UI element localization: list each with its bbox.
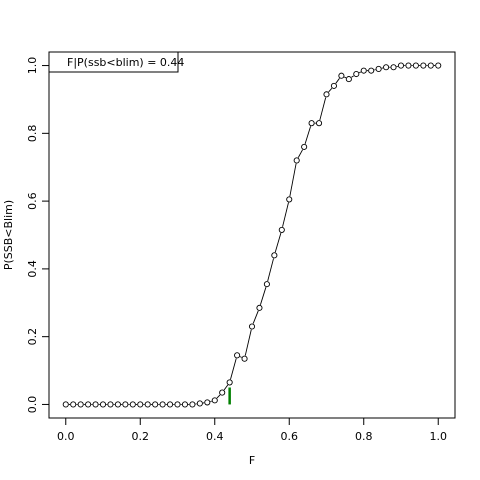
data-point bbox=[293, 157, 300, 164]
data-point bbox=[263, 281, 270, 288]
data-point bbox=[92, 401, 99, 408]
series bbox=[62, 62, 442, 408]
series-line-segment bbox=[335, 78, 340, 84]
data-point bbox=[256, 304, 263, 311]
series-line-segment bbox=[239, 356, 242, 358]
series-line-segment bbox=[351, 75, 354, 78]
legend-text: F|P(ssb<blim) = 0.44 bbox=[67, 56, 184, 69]
data-point bbox=[345, 76, 352, 83]
series-line-segment bbox=[252, 310, 259, 324]
data-point bbox=[204, 399, 211, 406]
data-point bbox=[181, 401, 189, 408]
y-axis-label: P(SSB<Blim) bbox=[2, 200, 15, 270]
y-tick-label: 0.8 bbox=[26, 125, 39, 143]
legend-box bbox=[48, 51, 179, 73]
data-point bbox=[77, 401, 84, 408]
series-line-segment bbox=[304, 126, 312, 144]
data-point bbox=[152, 401, 159, 408]
x-tick-label: 0.2 bbox=[132, 430, 150, 443]
x-tick-label: 1.0 bbox=[429, 430, 447, 443]
series-line-segment bbox=[274, 232, 282, 253]
data-point bbox=[368, 67, 375, 74]
data-point bbox=[420, 62, 427, 69]
data-point bbox=[278, 226, 285, 233]
data-point bbox=[99, 401, 107, 408]
series-line-segment bbox=[230, 358, 237, 380]
data-point bbox=[397, 62, 405, 69]
x-axis-label: F bbox=[249, 454, 255, 467]
y-tick-label: 1.0 bbox=[26, 57, 39, 75]
x-tick-label: 0.6 bbox=[280, 430, 298, 443]
y-tick-label: 0.2 bbox=[26, 328, 39, 346]
x-tick-label: 0.8 bbox=[355, 430, 373, 443]
x-tick-label: 0.0 bbox=[57, 430, 75, 443]
series-line-segment bbox=[244, 329, 252, 356]
data-point bbox=[435, 62, 442, 69]
data-point bbox=[129, 401, 136, 408]
series-line-segment bbox=[282, 202, 289, 227]
data-point bbox=[412, 62, 419, 69]
data-point bbox=[360, 67, 367, 74]
data-point bbox=[167, 401, 174, 408]
series-line-segment bbox=[297, 149, 303, 158]
data-point bbox=[85, 401, 92, 408]
data-point bbox=[353, 70, 360, 78]
series-line-segment bbox=[319, 97, 327, 121]
data-point bbox=[234, 352, 241, 359]
data-point bbox=[122, 401, 129, 408]
data-point bbox=[427, 62, 434, 69]
legend: F|P(ssb<blim) = 0.44 bbox=[48, 51, 184, 73]
data-point bbox=[375, 65, 382, 72]
data-point bbox=[174, 401, 181, 408]
data-point bbox=[241, 355, 248, 362]
data-point bbox=[62, 401, 69, 408]
data-point bbox=[70, 401, 77, 408]
data-point bbox=[144, 401, 151, 408]
series-line-segment bbox=[359, 71, 362, 74]
data-point bbox=[159, 401, 166, 408]
plot-frame bbox=[48, 51, 456, 419]
data-point bbox=[248, 323, 256, 330]
data-point bbox=[301, 143, 308, 150]
data-point bbox=[211, 397, 218, 404]
series-line-segment bbox=[259, 287, 267, 305]
data-point bbox=[390, 64, 397, 71]
data-point bbox=[323, 91, 330, 98]
data-point bbox=[114, 401, 121, 408]
x-tick-label: 0.4 bbox=[206, 430, 224, 443]
series-line-segment bbox=[328, 87, 333, 93]
data-point bbox=[286, 196, 293, 203]
y-tick-label: 0.0 bbox=[26, 396, 39, 414]
x-axis: 0.0 0.2 0.4 0.6 0.8 1.0 bbox=[57, 417, 447, 443]
data-point bbox=[271, 252, 278, 259]
series-line-segment bbox=[216, 394, 221, 399]
data-point bbox=[330, 82, 337, 89]
data-point bbox=[338, 72, 345, 79]
data-point bbox=[315, 120, 323, 127]
data-point bbox=[226, 379, 233, 386]
data-point bbox=[189, 401, 196, 408]
y-tick-label: 0.6 bbox=[26, 192, 39, 210]
series-line-segment bbox=[223, 384, 229, 391]
y-axis: 0.0 0.2 0.4 0.6 0.8 1.0 bbox=[26, 57, 50, 414]
data-point bbox=[219, 389, 226, 396]
data-point bbox=[137, 401, 144, 408]
y-tick-label: 0.4 bbox=[26, 260, 39, 278]
data-point bbox=[196, 400, 203, 407]
series-line-segment bbox=[344, 76, 347, 79]
data-point bbox=[107, 401, 114, 408]
series-line-segment bbox=[289, 163, 297, 197]
data-point bbox=[405, 62, 412, 69]
data-point bbox=[308, 120, 315, 127]
data-point bbox=[383, 64, 390, 71]
series-line-segment bbox=[267, 258, 274, 282]
